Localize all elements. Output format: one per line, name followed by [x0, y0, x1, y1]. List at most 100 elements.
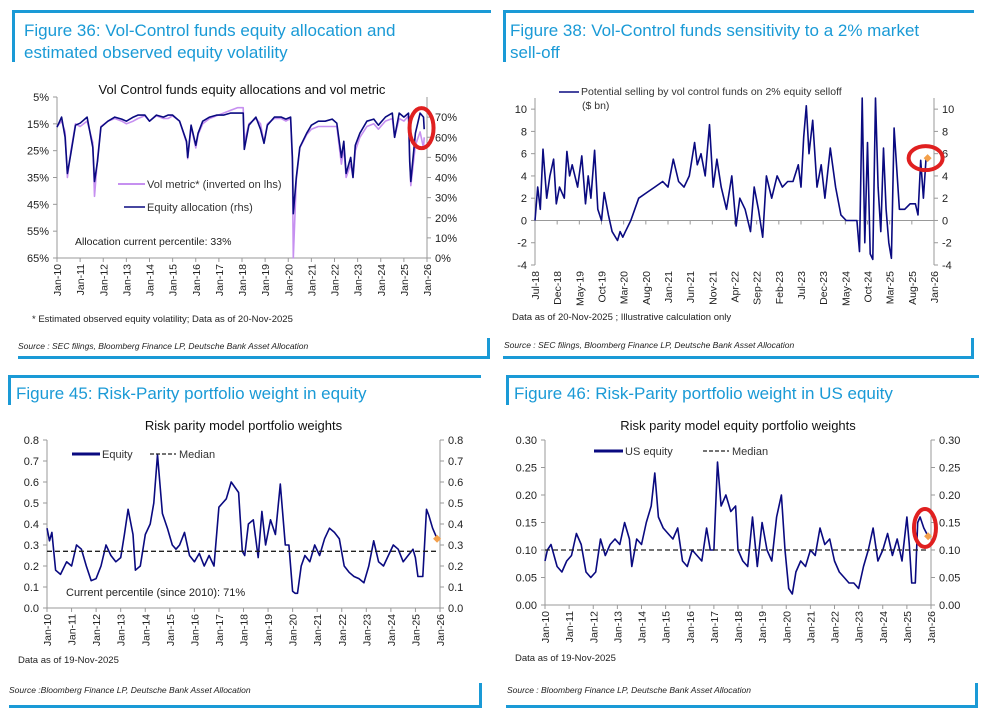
latest-value-marker: [433, 534, 442, 543]
x-tick-label: Jan-16: [191, 264, 203, 296]
y-tick-label-left: 0.0: [24, 603, 39, 615]
y-tick-label-right: 0.2: [448, 561, 463, 573]
fig45-source: Source :Bloomberg Finance LP, Deutsche B…: [9, 685, 251, 695]
latest-value-marker: [924, 532, 933, 541]
y-tick-label-right: 0.30: [939, 435, 960, 447]
x-tick-label: Jan-11: [75, 264, 87, 295]
fig45-title-rule: [8, 375, 481, 378]
legend-label-equity: Equity: [102, 449, 133, 461]
y-tick-label-left: 5%: [33, 92, 49, 104]
annotation-percentile: Current percentile (since 2010): 71%: [66, 587, 245, 599]
y-tick-label-right: 0.05: [939, 573, 960, 585]
x-tick-label: Jan-17: [214, 264, 226, 296]
y-tick-label-left: 4: [521, 171, 527, 183]
y-tick-label-left: -2: [517, 238, 527, 250]
y-tick-label-left: 55%: [27, 226, 49, 238]
y-tick-label-left: 0.15: [516, 518, 537, 530]
fig38-frame-right: [971, 338, 974, 356]
fig36-title: Figure 36: Vol-Control funds equity allo…: [24, 20, 395, 64]
y-tick-label-right: 0.1: [448, 582, 463, 594]
y-tick-label-right: 4: [942, 171, 948, 183]
x-tick-label: Jan-14: [140, 614, 152, 646]
y-tick-label-left: 35%: [27, 173, 49, 185]
y-tick-label-left: 0.1: [24, 582, 39, 594]
fig38-footnote: Data as of 20-Nov-2025 ; Illustrative ca…: [512, 312, 732, 323]
x-tick-label: May-19: [574, 271, 586, 306]
y-tick-label-right: 10: [942, 104, 954, 116]
series-line-us-equity: [544, 461, 929, 595]
y-tick-label-left: 0.10: [516, 545, 537, 557]
fig36-title-line-2: estimated observed equity volatility: [24, 43, 288, 62]
x-tick-label: Jan-15: [661, 611, 673, 643]
fig46-title: Figure 46: Risk-Parity portfolio weight …: [514, 383, 893, 405]
y-tick-label-left: 0: [521, 215, 527, 227]
highlight-circle: [906, 144, 945, 173]
fig38-title-side-rule: [503, 10, 506, 62]
x-tick-label: Jan-17: [709, 611, 721, 643]
fig38-frame-bottom: [503, 356, 974, 359]
x-tick-label: Apr-22: [730, 271, 742, 303]
x-tick-label: Jan-17: [214, 614, 226, 646]
series-line-equity: [46, 453, 438, 595]
annotation-percentile: Allocation current percentile: 33%: [75, 236, 231, 248]
x-tick-label: Jan-20: [283, 264, 295, 296]
y-tick-label-left: 15%: [27, 119, 49, 131]
fig36-title-side-rule: [12, 10, 15, 62]
y-tick-label-left: 0.00: [516, 600, 537, 612]
x-tick-label: Jan-24: [386, 614, 398, 646]
x-tick-label: Jan-23: [854, 611, 866, 643]
y-tick-label-right: 70%: [435, 112, 457, 124]
legend-label-potential-selling: Potential selling by vol control funds o…: [581, 86, 842, 98]
fig38-title: Figure 38: Vol-Control funds sensitivity…: [510, 20, 919, 64]
x-tick-label: Jan-18: [237, 264, 249, 296]
y-tick-label-right: 2: [942, 193, 948, 205]
x-tick-label: Jan-19: [757, 611, 769, 643]
y-tick-label-right: 0.3: [448, 540, 463, 552]
y-tick-label-right: 0: [942, 215, 948, 227]
y-tick-label-right: 0.20: [939, 490, 960, 502]
y-tick-label-right: 0.10: [939, 545, 960, 557]
y-tick-label-right: 0.15: [939, 518, 960, 530]
chart-title: Risk parity model portfolio weights: [145, 418, 343, 433]
legend-label-median: Median: [732, 446, 768, 458]
y-tick-label-right: 0%: [435, 253, 451, 265]
x-tick-label: Jan-26: [435, 614, 447, 646]
fig45-footnote: Data as of 19-Nov-2025: [18, 655, 119, 666]
legend-label-us-equity: US equity: [625, 446, 673, 458]
series-line-potential-selling-by-vol-control-funds-on-2-equity-selloff-bn: [534, 97, 929, 261]
fig36-title-rule: [12, 10, 491, 13]
x-tick-label: Jan-18: [733, 611, 745, 643]
y-tick-label-left: 6: [521, 149, 527, 161]
x-tick-label: Jan-22: [330, 264, 342, 296]
fig36-title-line-1: Figure 36: Vol-Control funds equity allo…: [24, 21, 396, 40]
x-tick-label: Feb-23: [774, 271, 786, 304]
fig46-frame-bottom: [506, 705, 978, 708]
fig46-chart: 0.00 0.05 0.10 0.15 0.20 0.25 0.30 0.00 0.05 0.10…: [516, 418, 961, 643]
x-tick-label: Jan-23: [353, 264, 365, 296]
x-tick-label: Jan-18: [239, 614, 251, 646]
x-tick-label: Jan-23: [361, 614, 373, 646]
x-tick-label: Oct-19: [597, 271, 609, 303]
x-tick-label: Jan-16: [189, 614, 201, 646]
x-tick-label: Jan-25: [902, 611, 914, 643]
fig45-title: Figure 45: Risk-Parity portfolio weight …: [16, 383, 367, 405]
x-tick-label: Jan-13: [612, 611, 624, 643]
fig38-source: Source : SEC filings, Bloomberg Finance …: [504, 340, 795, 350]
x-tick-label: Jan-22: [337, 614, 349, 646]
y-tick-label-left: 0.3: [24, 540, 39, 552]
fig38-title-rule: [503, 10, 974, 13]
x-tick-label: Jan-12: [91, 614, 103, 646]
fig45-chart: 0.0 0.1 0.2 0.3 0.4 0.5 0.6 0.7 0.8 0.0 0.1 0.2 0.3 0…: [24, 418, 464, 646]
x-tick-label: Dec-18: [552, 271, 564, 305]
y-tick-label-left: 65%: [27, 253, 49, 265]
fig36-footnote: * Estimated observed equity volatility; …: [32, 314, 293, 325]
x-tick-label: Jan-12: [98, 264, 110, 296]
fig46-title-line-1: Figure 46: Risk-Parity portfolio weight …: [514, 384, 893, 403]
x-tick-label: Jan-20: [781, 611, 793, 643]
x-tick-label: Jan-19: [263, 614, 275, 646]
y-tick-label-right: 60%: [435, 132, 457, 144]
x-tick-label: Nov-21: [707, 271, 719, 305]
x-tick-label: Jan-15: [165, 614, 177, 646]
highlight-circle: [407, 106, 436, 151]
y-tick-label-left: 0.4: [24, 519, 39, 531]
